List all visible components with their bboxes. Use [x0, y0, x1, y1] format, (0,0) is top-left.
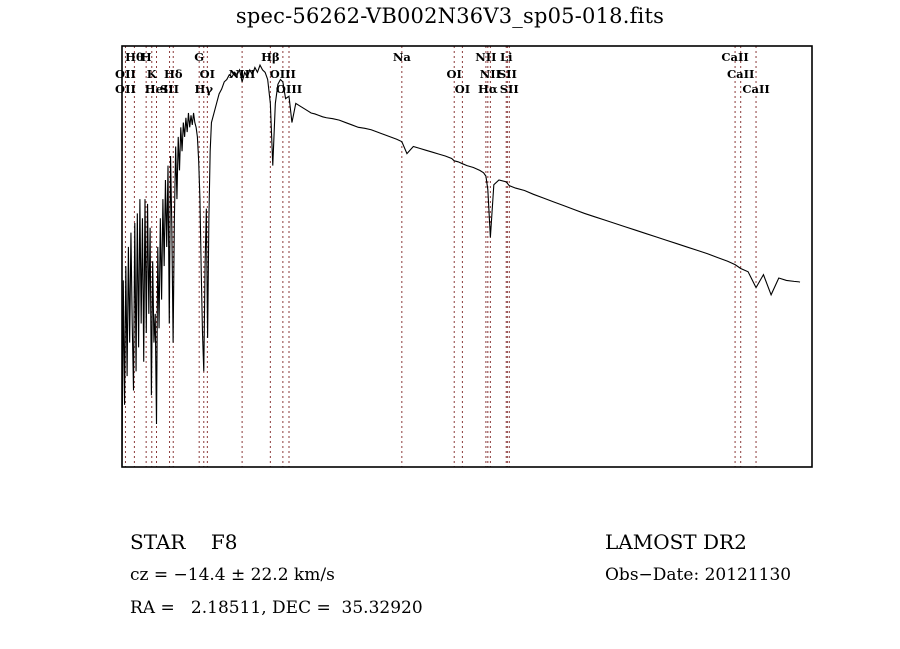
spectral-line-label-OIII: OIII — [276, 82, 302, 96]
page-title: spec-56262-VB002N36V3_sp05-018.fits — [235, 4, 665, 28]
spectral-line-label-NIII: NIII — [229, 67, 256, 81]
survey-name: LAMOST DR2 — [605, 530, 747, 554]
spectral-line-label-K: K — [147, 67, 158, 81]
spectral-line-label-CaII: CaII — [721, 50, 748, 64]
spectral-line-label-CaII: CaII — [742, 82, 769, 96]
spectral-line-label-HeI: HeI — [145, 82, 169, 96]
spectral-line-label-SII: SII — [498, 67, 517, 81]
radial-velocity: cz = −14.4 ± 22.2 km/s — [130, 565, 335, 585]
object-type: STAR F8 — [130, 530, 238, 554]
plot-frame — [121, 45, 813, 468]
spectral-line-label-H: H — [141, 50, 152, 64]
footer-info: STAR F8 LAMOST DR2 cz = −14.4 ± 22.2 km/… — [0, 528, 900, 649]
spectral-line-label-OI: OI — [447, 67, 462, 81]
spectral-line-label-H: Hβ — [261, 50, 280, 64]
spectral-line-label-OII: OII — [115, 67, 136, 81]
plot-background — [122, 46, 812, 467]
spectral-line-label-SII: SII — [160, 82, 179, 96]
spectral-line-label-H: Hγ — [195, 82, 214, 96]
spectral-line-label-CaII: CaII — [727, 67, 754, 81]
spectral-line-label-H: Hα — [478, 82, 498, 96]
coordinates: RA = 2.18511, DEC = 35.32920 — [130, 598, 423, 618]
spectral-line-label-Na: Na — [393, 50, 412, 64]
spectral-line-label-NII: NII — [475, 50, 496, 64]
spectral-line-label-Li: Li — [500, 50, 513, 64]
spectral-line-label-G: G — [194, 50, 204, 64]
spectral-line-label-SII: SII — [500, 82, 519, 96]
spectral-line-label-OII: OII — [115, 82, 136, 96]
spectral-line-label-OI: OI — [455, 82, 470, 96]
spectral-line-label-H: Hδ — [164, 67, 183, 81]
spectral-line-label-H: Hθ — [125, 50, 144, 64]
spectrum-trace — [121, 63, 801, 467]
spectral-line-label-NII: NII — [480, 67, 501, 81]
spectral-line-label-OIII: OIII — [270, 67, 296, 81]
obs-date: Obs−Date: 20121130 — [605, 565, 792, 585]
spectral-line-label-OI: OI — [200, 67, 215, 81]
